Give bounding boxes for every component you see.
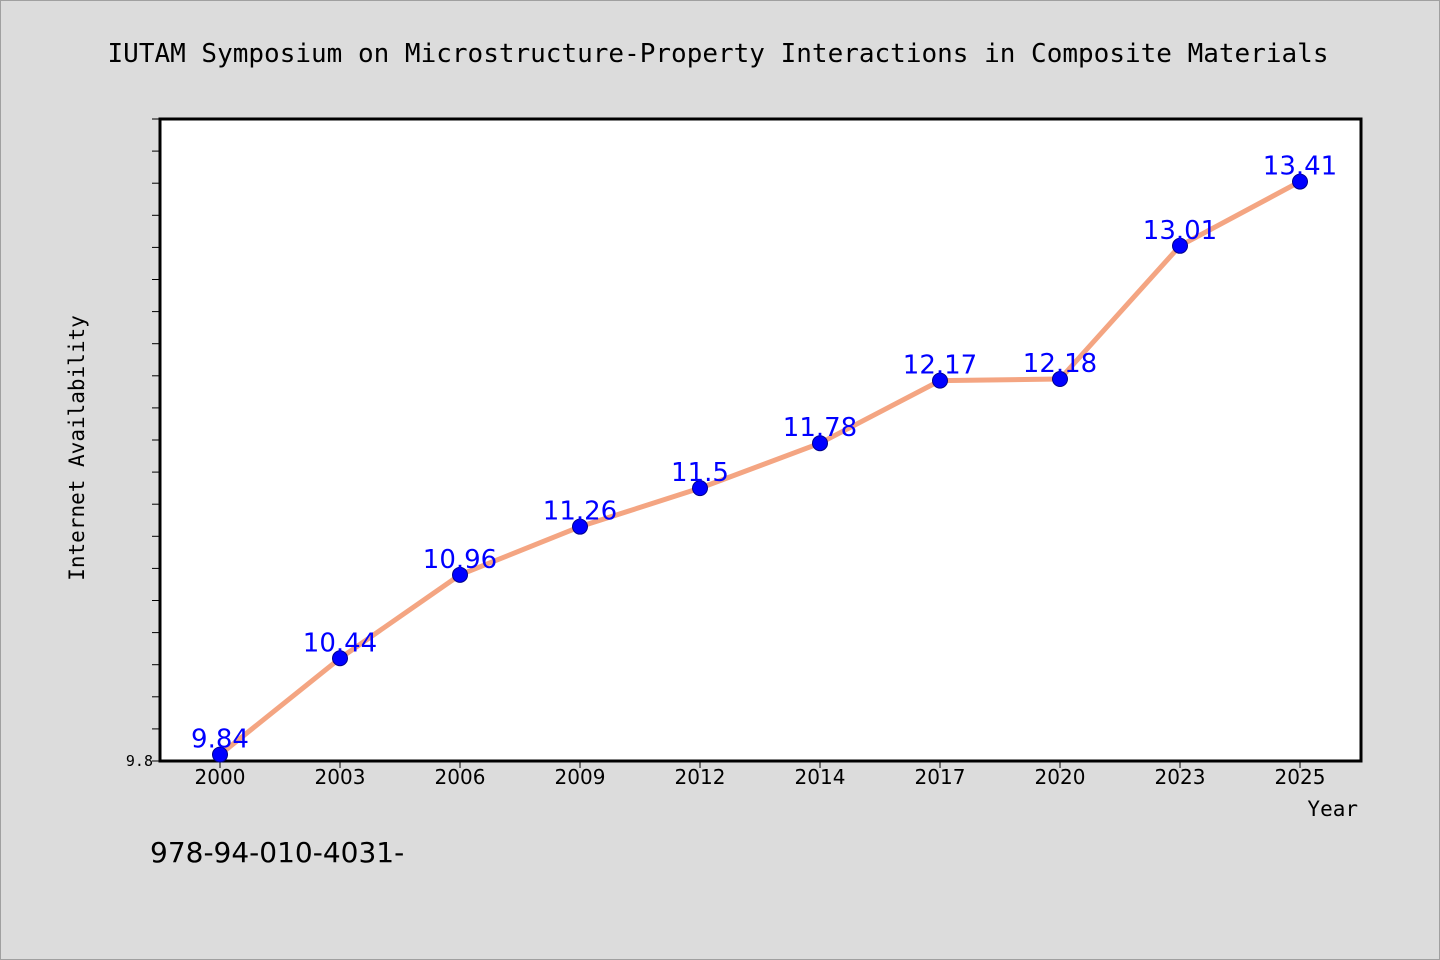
data-point — [572, 518, 588, 535]
plot-area — [158, 117, 1363, 763]
x-tick-label: 2017 — [915, 765, 966, 789]
data-point — [452, 566, 468, 583]
data-label: 13.01 — [1143, 216, 1217, 246]
x-tick-label: 2014 — [795, 765, 846, 789]
data-label: 11.26 — [543, 497, 617, 527]
x-tick-label: 2003 — [315, 765, 366, 789]
x-tick-label: 2006 — [435, 765, 486, 789]
x-axis-ticks: 2000 2003 2006 2009 2012 2014 2017 2020 2023 2025 — [195, 761, 1326, 789]
data-point — [812, 435, 828, 452]
data-label: 10.96 — [423, 545, 497, 575]
data-point — [692, 480, 708, 497]
data-label: 13.41 — [1263, 152, 1337, 182]
data-label: 12.18 — [1023, 349, 1097, 379]
data-label: 11.78 — [783, 413, 857, 443]
x-axis-label: Year — [1307, 797, 1358, 821]
data-label: 11.5 — [671, 458, 729, 488]
x-tick-label: 2009 — [555, 765, 606, 789]
chart-title: IUTAM Symposium on Microstructure-Proper… — [108, 39, 1329, 69]
data-label: 10.44 — [303, 628, 377, 658]
x-tick-label: 2012 — [675, 765, 726, 789]
y-axis-ticks — [152, 118, 160, 762]
data-point — [332, 650, 348, 667]
series-line — [218, 179, 1302, 757]
data-series — [212, 173, 1308, 763]
y-tick-label: 9.8 — [126, 752, 153, 770]
data-point — [212, 746, 228, 763]
x-tick-label: 2023 — [1155, 765, 1206, 789]
footer-text: 978-94-010-4031- — [150, 836, 404, 869]
y-axis-label: Internet Availability — [65, 315, 89, 581]
data-labels: 9.84 10.44 10.96 11.26 11.5 11.78 12.17 12.18 13… — [191, 152, 1337, 755]
data-point — [932, 372, 948, 389]
data-point — [1052, 371, 1068, 388]
data-point — [1172, 237, 1188, 254]
data-label: 12.17 — [903, 351, 977, 381]
data-point — [1292, 173, 1308, 190]
x-tick-label: 2000 — [195, 765, 246, 789]
x-tick-label: 2020 — [1035, 765, 1086, 789]
x-tick-label: 2025 — [1275, 765, 1326, 789]
data-label: 9.84 — [191, 725, 249, 755]
